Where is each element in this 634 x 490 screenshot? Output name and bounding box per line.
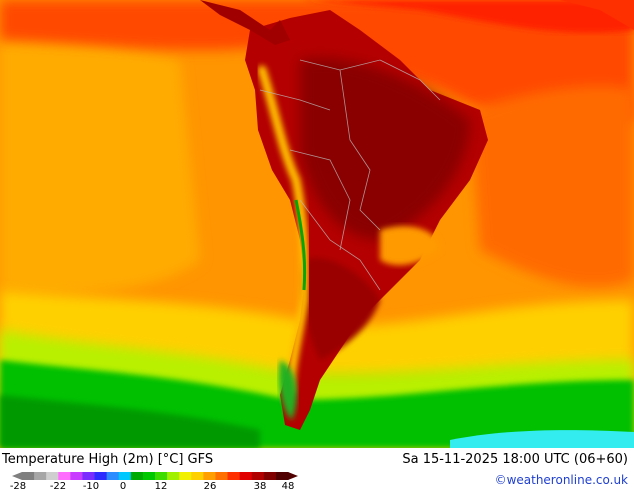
legend-swatch (142, 472, 156, 480)
interior-hot-core (300, 58, 470, 240)
pacific-cool-band (0, 36, 200, 294)
legend-label: 0 (120, 481, 126, 490)
legend-swatch (251, 472, 265, 480)
caribbean-island (560, 0, 634, 30)
patagonia-cool (278, 360, 297, 420)
legend-swatch (82, 472, 96, 480)
legend-swatch (46, 472, 59, 480)
north-warm-band (0, 0, 634, 133)
legend-swatch (239, 472, 253, 480)
color-legend: -28 -22 -10 0 12 26 38 48 (10, 472, 298, 490)
legend-label: -10 (83, 481, 99, 490)
legend-arrow-right (288, 472, 298, 480)
north-hot-band (0, 0, 634, 33)
southeast-coast-cool (380, 226, 440, 266)
footer: Temperature High (2m) [°C] GFS Sa 15-11-… (0, 448, 634, 490)
legend-swatch (179, 472, 192, 480)
legend-swatch (215, 472, 229, 480)
country-borders (259, 59, 441, 291)
southern-ocean-darkgreen (0, 395, 260, 448)
legend-label: -22 (50, 481, 66, 490)
legend-swatch (191, 472, 204, 480)
legend-swatch (34, 472, 47, 480)
legend-swatch (58, 472, 71, 480)
legend-swatch (275, 472, 289, 480)
credit-link[interactable]: ©weatheronline.co.uk (494, 473, 628, 487)
legend-swatch (167, 472, 180, 480)
legend-swatch (70, 472, 83, 480)
legend-label: 38 (254, 481, 267, 490)
southern-interior (303, 258, 380, 360)
legend-label: 26 (204, 481, 217, 490)
map-datetime: Sa 15-11-2025 18:00 UTC (06+60) (402, 452, 628, 467)
temperature-map (0, 0, 634, 448)
atlantic-warm (470, 86, 634, 287)
legend-label: 48 (282, 481, 295, 490)
andes-high (294, 199, 307, 291)
legend-swatch (94, 472, 108, 480)
legend-swatch (118, 472, 132, 480)
legend-swatch (22, 472, 35, 480)
central-america-land (200, 0, 290, 45)
antarctic-cyan-edge (450, 430, 634, 448)
legend-label: 12 (155, 481, 168, 490)
legend-swatch (106, 472, 120, 480)
legend-swatch (263, 472, 277, 480)
legend-swatch (155, 472, 168, 480)
legend-swatch (203, 472, 216, 480)
legend-label: -28 (10, 481, 26, 490)
legend-swatch (130, 472, 144, 480)
legend-arrow-left (12, 472, 22, 480)
legend-swatch (227, 472, 241, 480)
map-title: Temperature High (2m) [°C] GFS (2, 452, 214, 467)
